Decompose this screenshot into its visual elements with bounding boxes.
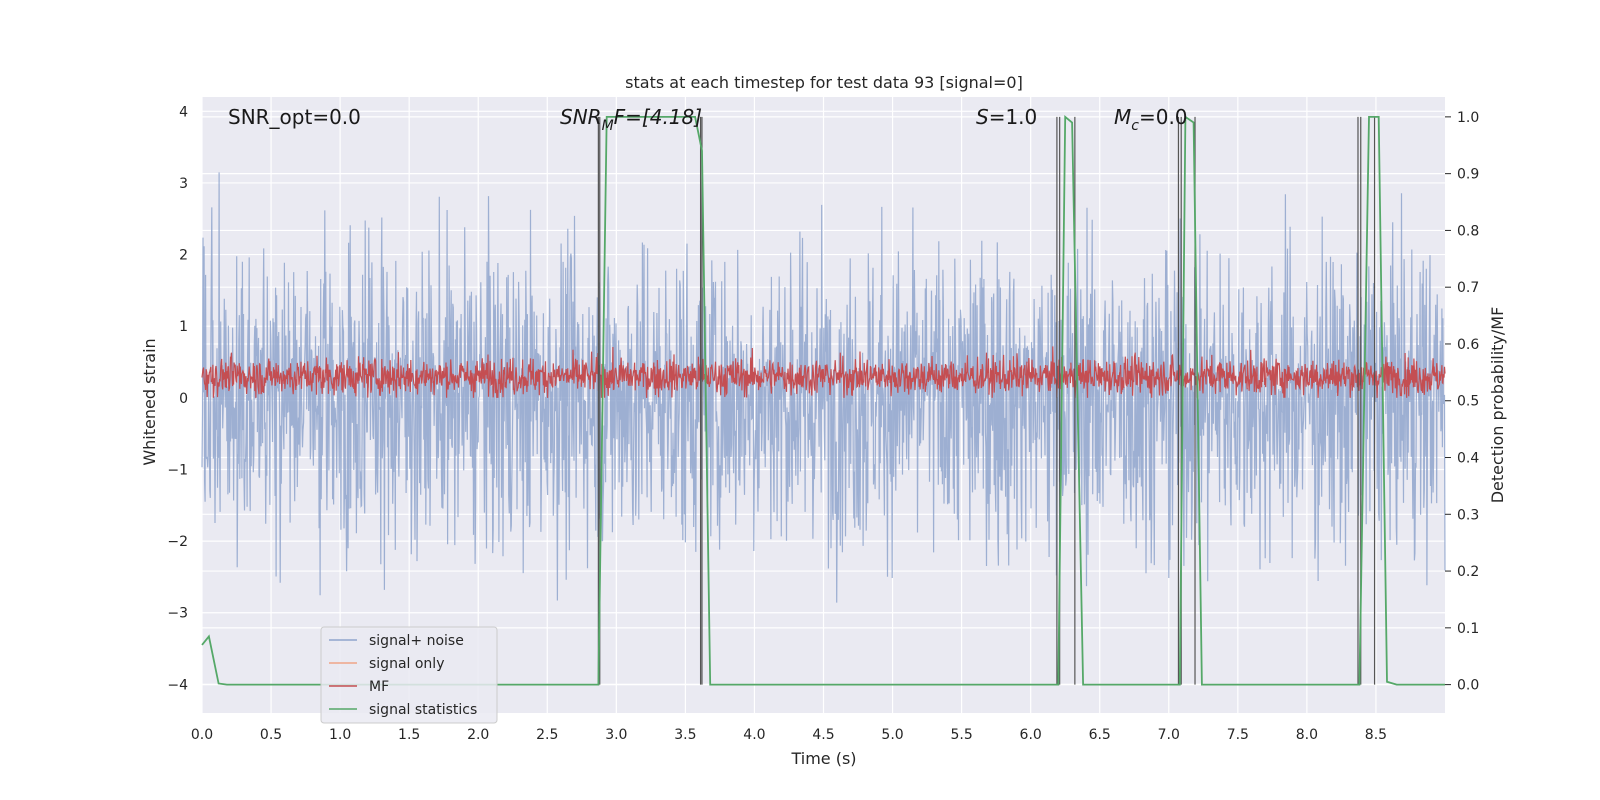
y-tick-label-left: 1 [179, 319, 188, 335]
y-tick-label-left: 3 [179, 176, 188, 192]
annotation-snr-mf-sub: M [602, 118, 614, 134]
x-tick-label: 3.0 [605, 727, 627, 743]
annotation-mc-var: M [1114, 105, 1131, 129]
annotation-mc-val: =0.0 [1139, 105, 1188, 129]
signal-noise-line [201, 172, 1446, 603]
x-tick-label: 1.0 [329, 727, 351, 743]
x-tick-label: 6.0 [1020, 727, 1042, 743]
x-tick-label: 2.5 [536, 727, 558, 743]
y-tick-label-left: 4 [179, 104, 188, 120]
legend: signal+ noise signal only MF signal stat… [320, 626, 498, 724]
x-tick-label: 8.0 [1296, 727, 1318, 743]
y-tick-label-right: 0.9 [1457, 167, 1479, 183]
x-tick-label: 8.5 [1365, 727, 1387, 743]
y-tick-label-left: −4 [167, 677, 188, 693]
x-tick-label: 5.0 [881, 727, 903, 743]
y-tick-label-right: 0.8 [1457, 223, 1479, 239]
y-tick-label-right: 0.3 [1457, 507, 1479, 523]
signal-statistics-line [201, 115, 1445, 686]
annotation-s-var: S [976, 105, 989, 129]
y-tick-label-right: 0.5 [1457, 394, 1479, 410]
left-y-axis-ticks: −4 −3 −2 −1 0 1 2 3 4 [167, 104, 188, 693]
y-tick-label-right: 1.0 [1457, 110, 1479, 126]
right-y-axis-ticks: 0.0 0.1 0.2 0.3 0.4 0.5 0.6 0.7 0.8 0.9 1.0 [1445, 110, 1479, 694]
x-tick-label: 7.0 [1158, 727, 1180, 743]
y-tick-label-left: 2 [179, 248, 188, 264]
annotation-mc-sub: c [1131, 118, 1139, 134]
y-axis-label-left: Whitened strain [140, 338, 159, 465]
x-tick-label: 3.5 [674, 727, 696, 743]
x-tick-label: 1.5 [398, 727, 420, 743]
annotation-snr-opt: SNR_opt=0.0 [228, 105, 361, 129]
series-mf [201, 346, 1446, 398]
x-tick-label: 0.5 [260, 727, 282, 743]
y-tick-label-right: 0.1 [1457, 621, 1479, 637]
y-tick-label-right: 0.7 [1457, 280, 1479, 296]
y-tick-label-left: 0 [179, 391, 188, 407]
annotation-mc: Mc=0.0 [1114, 105, 1188, 134]
legend-label-signal-statistics: signal statistics [369, 702, 477, 718]
chart-title: stats at each timestep for test data 93 … [625, 73, 1023, 92]
x-tick-label: 0.0 [191, 727, 213, 743]
y-tick-label-right: 0.0 [1457, 678, 1479, 694]
annotation-snr-mf-base: SNR [560, 105, 602, 129]
y-tick-label-right: 0.2 [1457, 564, 1479, 580]
legend-label-signal-noise: signal+ noise [369, 633, 464, 649]
x-tick-label: 4.0 [743, 727, 765, 743]
annotation-s: S=1.0 [976, 105, 1037, 129]
annotation-snr-mf-rest: F=[4.18] [614, 105, 702, 129]
x-tick-label: 6.5 [1089, 727, 1111, 743]
y-tick-label-right: 0.6 [1457, 337, 1479, 353]
x-tick-label: 5.5 [950, 727, 972, 743]
y-tick-label-left: −1 [167, 462, 188, 478]
x-tick-label: 2.0 [467, 727, 489, 743]
annotation-s-val: =1.0 [989, 105, 1038, 129]
y-tick-label-left: −2 [167, 534, 188, 550]
x-axis-ticks: 0.0 0.5 1.0 1.5 2.0 2.5 3.0 3.5 4.0 4.5 5.0 5.5 6.0 6… [191, 727, 1387, 743]
y-axis-label-right: Detection probability/MF [1488, 307, 1507, 504]
legend-box [320, 626, 498, 724]
x-tick-label: 7.5 [1227, 727, 1249, 743]
y-tick-label-left: −3 [167, 606, 188, 622]
x-axis-label: Time (s) [790, 749, 856, 768]
annotation-snr-mf: SNRMF=[4.18] [560, 105, 702, 134]
legend-label-signal-only: signal only [369, 656, 444, 672]
legend-label-mf: MF [369, 679, 389, 695]
grid [201, 97, 1445, 713]
y-tick-label-right: 0.4 [1457, 451, 1479, 467]
x-tick-label: 4.5 [812, 727, 834, 743]
series-signal-statistics [201, 115, 1445, 686]
series-signal-noise [201, 172, 1446, 603]
mf-line [201, 346, 1446, 398]
